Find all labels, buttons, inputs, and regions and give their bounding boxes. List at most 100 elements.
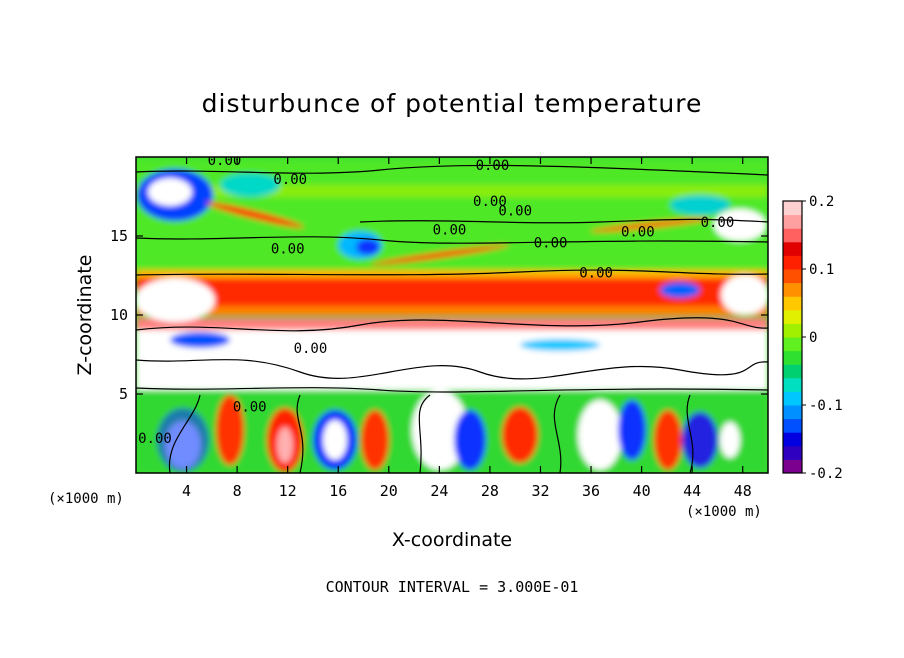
colorbar-swatch xyxy=(783,282,802,297)
lower-blue-3 xyxy=(454,410,486,470)
contour-label: 0.00 xyxy=(433,223,467,239)
cloud-blue-edge-2 xyxy=(660,282,700,298)
contour-line xyxy=(359,218,768,224)
y-tick-label: 15 xyxy=(110,227,128,245)
contour-line xyxy=(136,269,768,276)
contour-label: 0.00 xyxy=(233,400,267,416)
x-tick-label: 36 xyxy=(582,482,600,500)
x-tick-label: 44 xyxy=(683,482,701,500)
contour-line xyxy=(686,394,694,473)
cloud-blue-edge-1 xyxy=(170,332,230,348)
lower-blue-4 xyxy=(618,400,646,460)
x-tick-label: 8 xyxy=(233,482,242,500)
x-axis: 4 8 12 16 20 24 28 32 36 40 44 48 xyxy=(182,157,752,500)
colorbar-tick-label: 0.1 xyxy=(809,262,834,278)
cloud-cyan-edge xyxy=(520,339,600,351)
chart-title: disturbunce of potential temperature xyxy=(202,89,703,118)
x-tick-label: 16 xyxy=(329,482,347,500)
y-axis: 5 10 15 xyxy=(110,227,768,403)
pink-band xyxy=(136,318,768,332)
upper-right-white-patch xyxy=(714,209,766,241)
contour-line xyxy=(168,394,201,473)
contour-label: 0.00 xyxy=(273,172,307,188)
colorbar-swatch xyxy=(783,432,802,447)
cloud-right xyxy=(721,275,768,315)
lower-red-5 xyxy=(654,410,682,470)
lower-white-5 xyxy=(578,400,622,470)
colorbar-swatch xyxy=(783,201,802,216)
heatmap-field: 0.000.000.000.000.000.000.000.000.000.00… xyxy=(136,157,768,473)
upper-red-streak-3 xyxy=(590,218,710,232)
upper-left-cyan-patch xyxy=(220,173,280,197)
contour-interval-note: CONTOUR INTERVAL = 3.000E-01 xyxy=(326,578,579,596)
contour-label: 0.00 xyxy=(473,194,507,210)
lower-white-2 xyxy=(277,427,293,463)
upper-left-white-patch xyxy=(148,178,192,206)
x-tick-label: 24 xyxy=(430,482,448,500)
orange-band-bottom xyxy=(136,306,768,316)
x-tick-label: 12 xyxy=(279,482,297,500)
lower-red-4 xyxy=(502,407,538,463)
colorbar-swatch xyxy=(783,296,802,311)
colorbar-tick-label: -0.1 xyxy=(809,398,843,414)
lower-blue-5 xyxy=(682,412,718,468)
colorbar-tick-label: 0 xyxy=(809,330,817,346)
cloud-left xyxy=(136,278,215,322)
contour-line xyxy=(553,394,562,473)
colorbar-swatch xyxy=(783,391,802,406)
colorbar-swatch xyxy=(783,228,802,243)
colorbar-swatch xyxy=(783,323,802,338)
x-tick-label: 28 xyxy=(481,482,499,500)
contour-line xyxy=(296,394,304,473)
contour-label: 0.00 xyxy=(621,224,655,240)
colorbar-swatch xyxy=(783,241,802,256)
top-yellow-band xyxy=(136,185,768,197)
z-unit-label: (×1000 m) xyxy=(686,504,762,520)
colorbar-swatch xyxy=(783,337,802,352)
colorbar-swatch xyxy=(783,418,802,433)
contour-line xyxy=(136,359,768,380)
x-tick-label: 48 xyxy=(734,482,752,500)
colorbar: -0.2 -0.1 0 0.1 0.2 xyxy=(782,194,843,482)
colorbar-swatch xyxy=(783,459,802,474)
colorbar-swatch xyxy=(783,309,802,324)
upper-mid-blue-patch xyxy=(356,239,380,255)
x-tick-label: 32 xyxy=(531,482,549,500)
contour-label: 0.00 xyxy=(294,341,328,357)
colorbar-swatch xyxy=(783,269,802,284)
colorbar-tick-label: 0.2 xyxy=(809,194,834,210)
lower-red-1 xyxy=(216,395,244,465)
contour-label: 0.00 xyxy=(476,158,510,174)
contour-label: 0.00 xyxy=(498,204,532,220)
contour-label: 0.00 xyxy=(701,215,735,231)
y-tick-label: 5 xyxy=(119,385,128,403)
y-axis-label: Z-coordinate xyxy=(74,255,96,376)
x-tick-label: 40 xyxy=(633,482,651,500)
x-axis-label: X-coordinate xyxy=(392,529,512,551)
x-tick-label: 4 xyxy=(182,482,191,500)
contour-line xyxy=(136,387,768,393)
contour-lines xyxy=(136,164,768,473)
colorbar-tick-label: -0.2 xyxy=(809,466,843,482)
contour-labels: 0.000.000.000.000.000.000.000.000.000.00… xyxy=(138,157,735,447)
y-tick-label: 10 xyxy=(110,306,128,324)
upper-right-cyan-patch xyxy=(670,195,730,215)
contour-label: 0.00 xyxy=(534,235,568,251)
lower-white-6 xyxy=(720,422,740,458)
lower-white-4 xyxy=(412,390,468,470)
field-structures xyxy=(136,160,768,473)
colorbar-swatch xyxy=(783,255,802,270)
x-unit-label: (×1000 m) xyxy=(48,491,124,507)
upper-red-streak-1 xyxy=(206,202,304,228)
colorbar-swatch xyxy=(783,214,802,229)
contour-line xyxy=(136,317,768,332)
colorbar-swatch xyxy=(783,405,802,420)
contour-label: 0.00 xyxy=(271,242,305,258)
lower-white-3 xyxy=(323,420,347,460)
contour-line xyxy=(136,164,768,176)
upper-red-streak-2 xyxy=(370,244,510,266)
lower-red-3 xyxy=(361,410,389,470)
contour-label: 0.00 xyxy=(138,431,172,447)
